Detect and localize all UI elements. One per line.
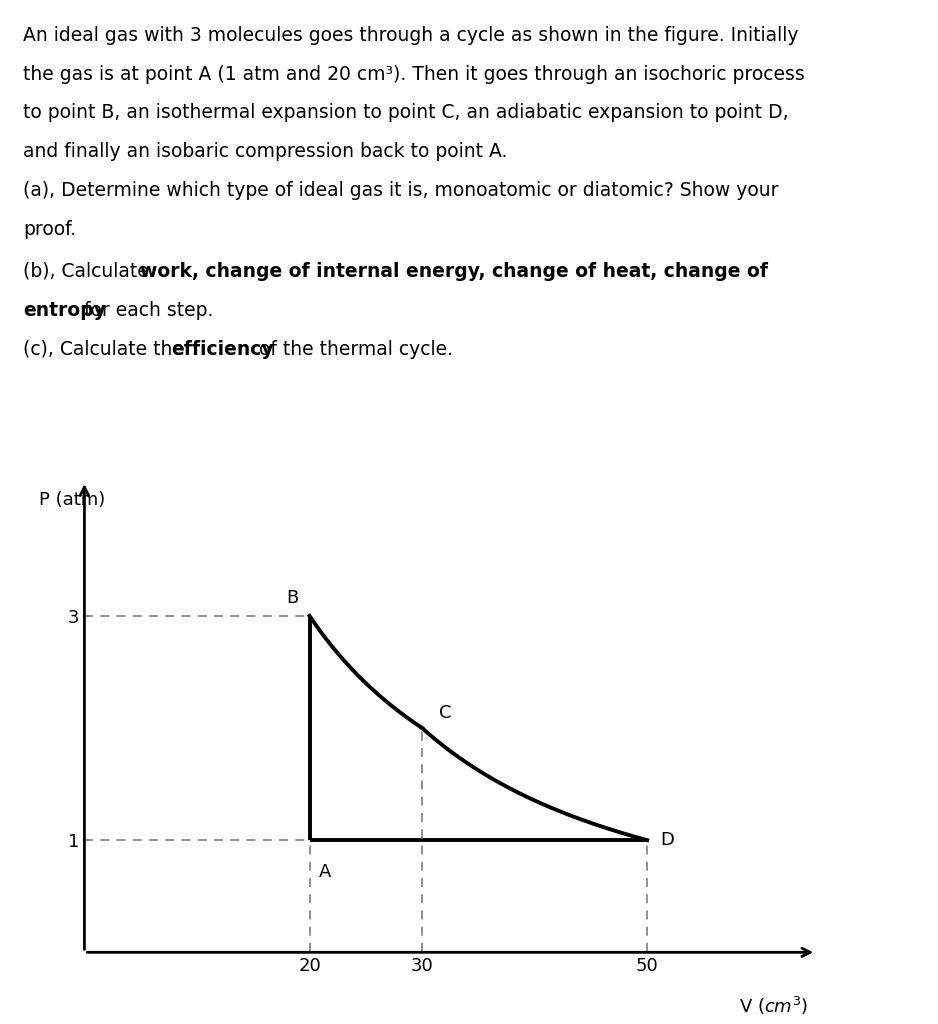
Text: An ideal gas with 3 molecules goes through a cycle as shown in the figure. Initi: An ideal gas with 3 molecules goes throu…: [23, 26, 799, 45]
Text: proof.: proof.: [23, 220, 77, 240]
Text: and finally an isobaric compression back to point A.: and finally an isobaric compression back…: [23, 142, 507, 162]
Text: of the thermal cycle.: of the thermal cycle.: [252, 340, 453, 358]
Text: A: A: [319, 862, 331, 881]
Text: P (atm): P (atm): [39, 490, 106, 509]
Text: (b), Calculate: (b), Calculate: [23, 262, 155, 281]
Text: (a), Determine which type of ideal gas it is, monoatomic or diatomic? Show your: (a), Determine which type of ideal gas i…: [23, 181, 779, 201]
Text: the gas is at point A (1 atm and 20 cm³). Then it goes through an isochoric proc: the gas is at point A (1 atm and 20 cm³)…: [23, 65, 805, 84]
Text: efficiency: efficiency: [171, 340, 274, 358]
Text: C: C: [439, 705, 451, 722]
Text: B: B: [286, 589, 298, 607]
Text: D: D: [660, 831, 674, 849]
Text: work, change of internal energy, change of heat, change of: work, change of internal energy, change …: [140, 262, 768, 281]
Text: for each step.: for each step.: [78, 301, 214, 319]
Text: entropy: entropy: [23, 301, 106, 319]
Text: (c), Calculate the: (c), Calculate the: [23, 340, 190, 358]
Text: V ($cm^3$): V ($cm^3$): [739, 995, 809, 1017]
Text: to point B, an isothermal expansion to point C, an adiabatic expansion to point : to point B, an isothermal expansion to p…: [23, 103, 789, 123]
